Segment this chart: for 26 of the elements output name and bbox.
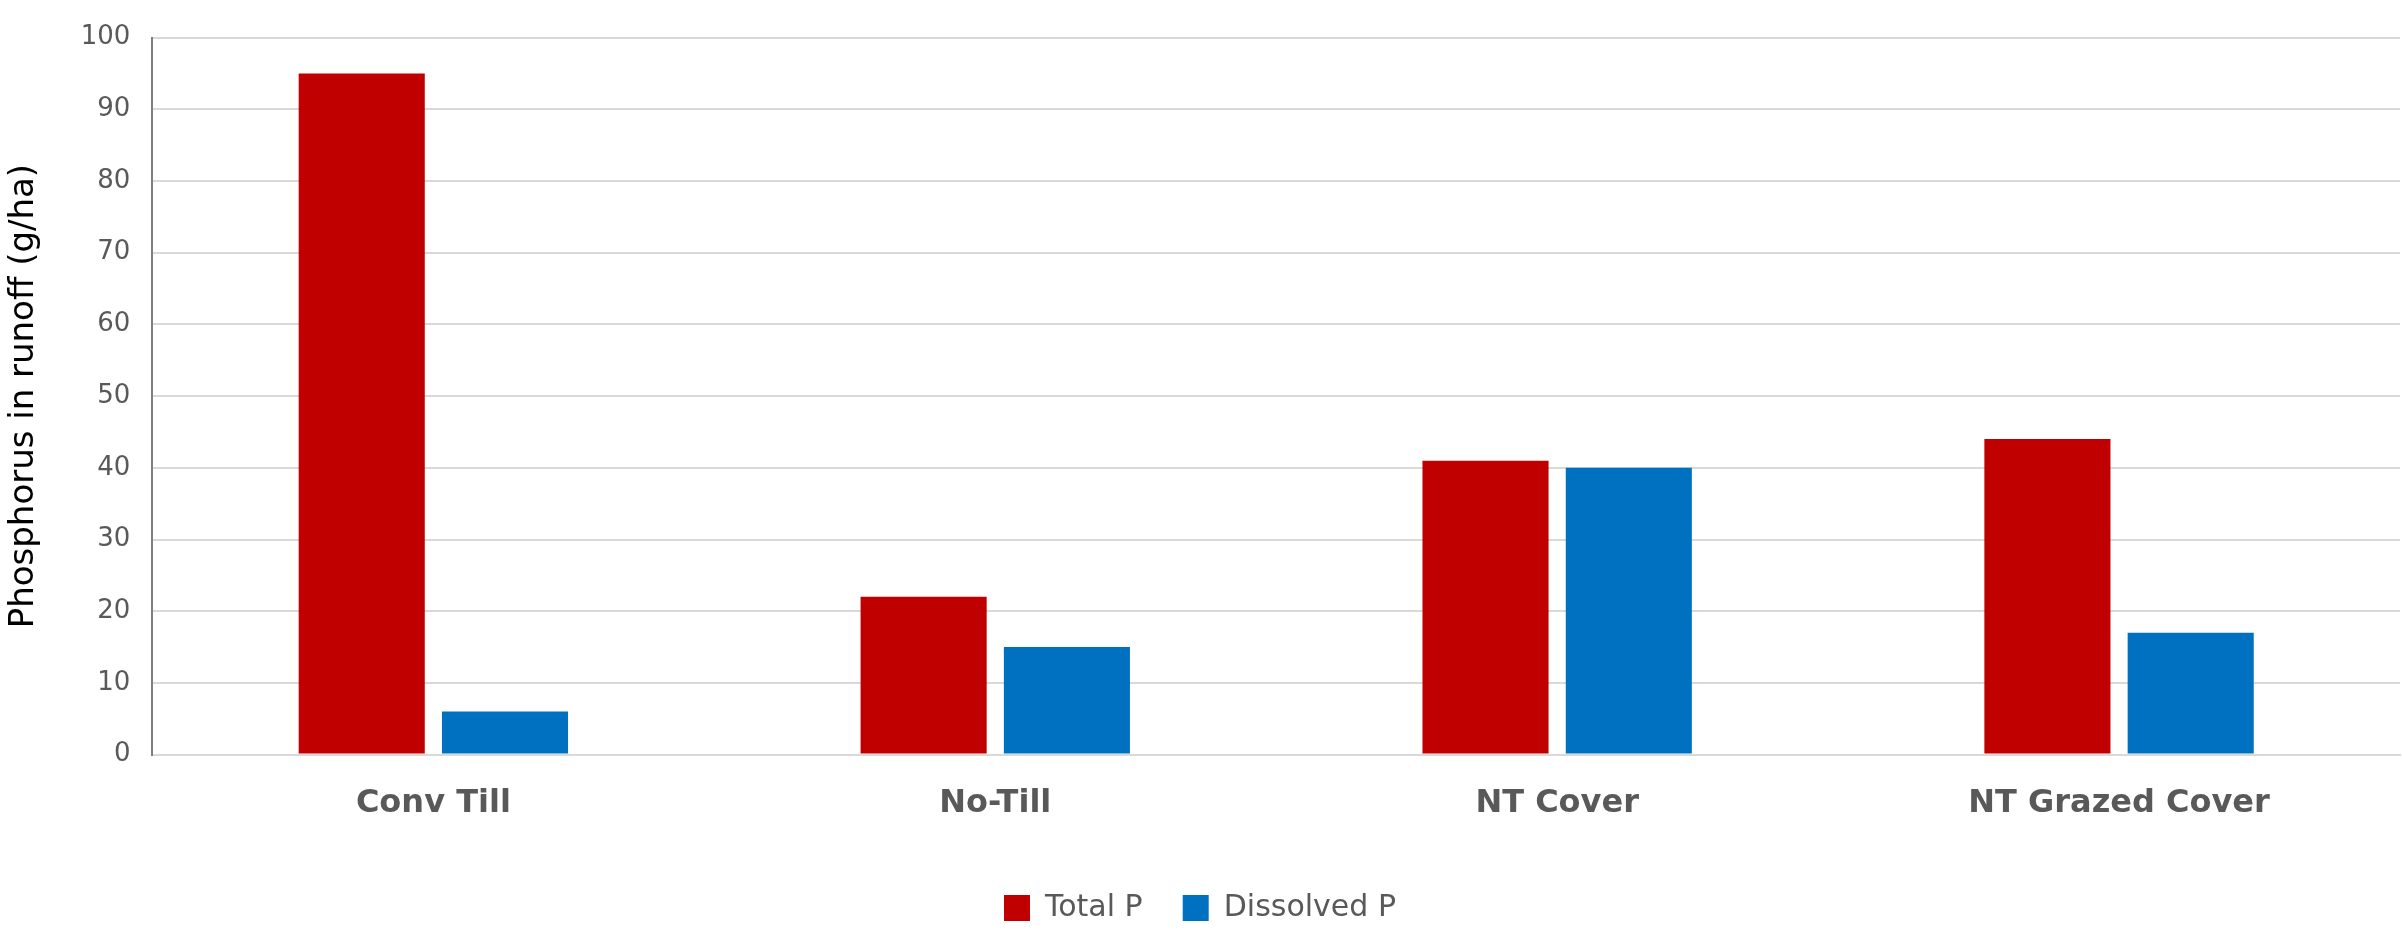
bar	[860, 596, 987, 754]
x-tick-label: No-Till	[939, 782, 1052, 821]
bar	[1422, 460, 1549, 754]
y-tick-label: 80	[97, 163, 131, 194]
y-tick-label: 50	[97, 378, 131, 409]
bar	[1003, 647, 1130, 754]
y-tick-label: 10	[97, 665, 131, 696]
y-tick-label: 100	[80, 20, 131, 51]
y-tick-label: 40	[97, 450, 131, 481]
x-tick-label: NT Cover	[1475, 782, 1640, 821]
bar	[1984, 439, 2111, 754]
x-tick-label: NT Grazed Cover	[1968, 782, 2271, 821]
y-tick-label: 20	[97, 593, 131, 624]
bar	[441, 711, 569, 754]
y-axis-title: Phosphorus in runoff (g/ha)	[1, 163, 42, 629]
y-tick-label: 70	[97, 235, 131, 266]
bar	[298, 73, 425, 754]
y-tick-label: 0	[113, 737, 131, 768]
y-tick-label: 30	[97, 522, 131, 553]
bar	[1565, 467, 1692, 754]
bar	[2127, 632, 2254, 754]
x-tick-label: Conv Till	[355, 782, 511, 821]
legend-label: Dissolved P	[1223, 887, 1396, 923]
y-tick-label: 90	[97, 92, 131, 123]
legend-label: Total P	[1044, 887, 1143, 923]
y-tick-label: 60	[97, 307, 131, 338]
